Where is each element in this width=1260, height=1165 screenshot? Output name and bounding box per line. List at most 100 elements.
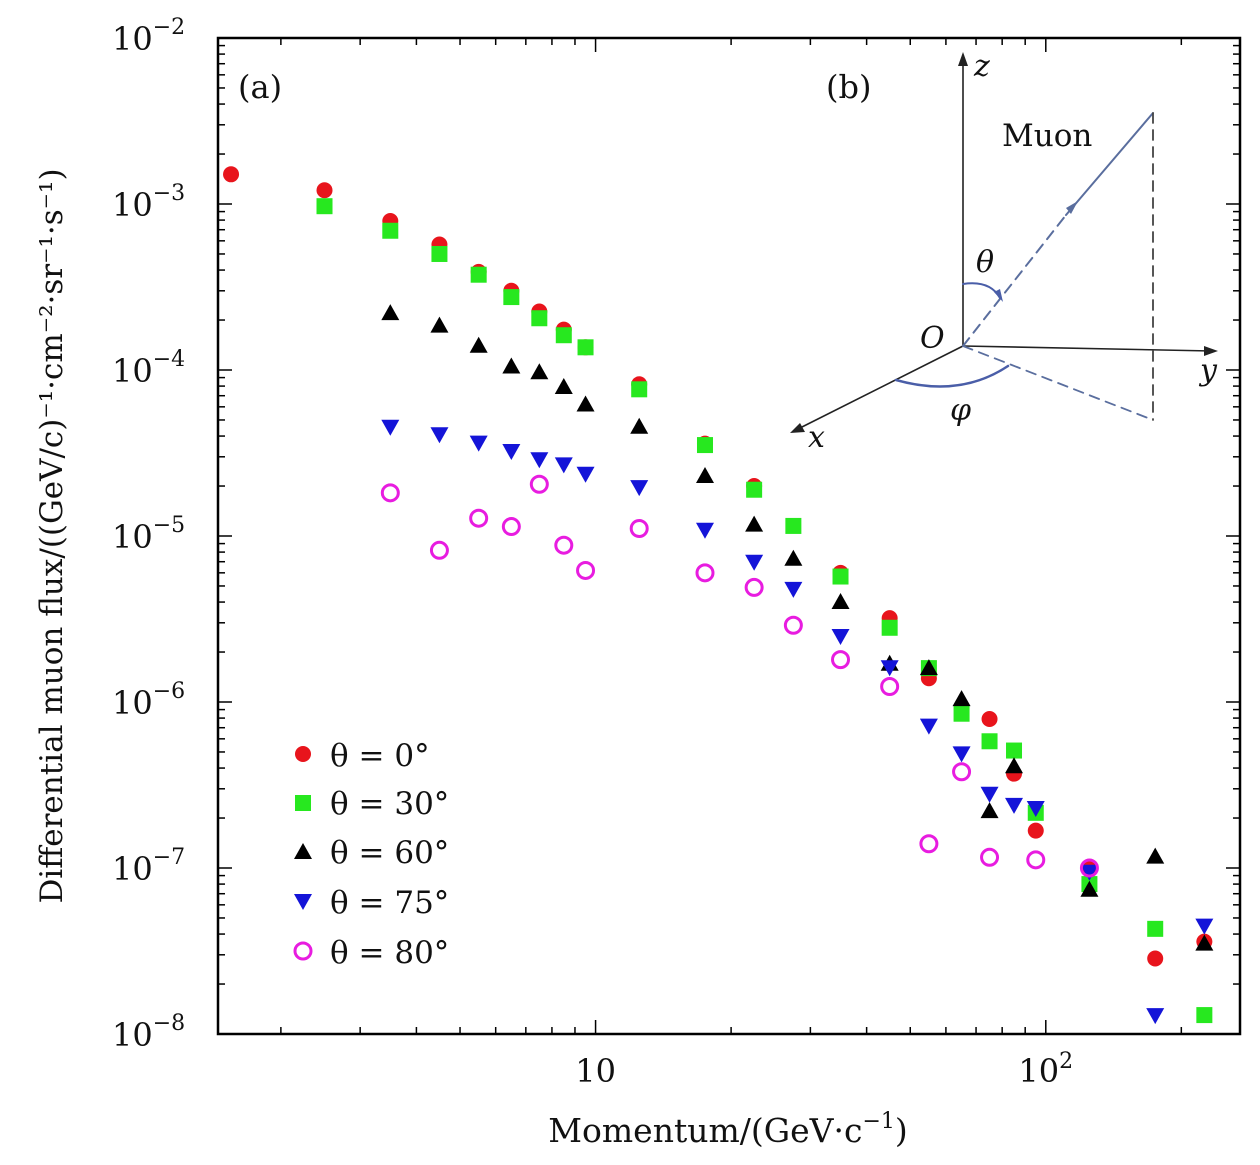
data-point-s1-6 — [555, 327, 572, 344]
inset-diagram: z y x O Muon θ φ — [790, 49, 1218, 455]
inset-x-label: x — [808, 420, 825, 455]
data-point-s4-0 — [380, 483, 400, 503]
data-point-s1-0 — [316, 198, 333, 215]
data-point-s3-18 — [1080, 864, 1099, 881]
data-point-s3-1 — [430, 427, 449, 444]
legend-label-theta-30: θ = 30° — [330, 786, 449, 822]
data-point-s3-0 — [381, 419, 400, 436]
data-point-s2-16 — [1005, 757, 1024, 774]
data-point-s2-9 — [745, 515, 764, 532]
data-point-s3-14 — [952, 746, 971, 763]
data-point-s2-0 — [381, 304, 400, 321]
series-2 — [381, 304, 1214, 951]
data-point-s4-5 — [554, 535, 574, 555]
inset-muon-label: Muon — [1002, 118, 1092, 154]
x-tick-label-0: 10 — [575, 1052, 616, 1090]
y-tick-label-4: 10−6 — [112, 679, 185, 722]
y-tick-label-0: 10−2 — [112, 15, 185, 58]
legend-label-theta-75: θ = 75° — [330, 885, 449, 921]
data-point-s4-3 — [501, 517, 521, 537]
inset-theta-arrowhead — [994, 289, 1003, 302]
data-point-s3-10 — [784, 581, 803, 598]
data-point-s1-7 — [577, 339, 594, 356]
data-point-s4-15 — [980, 847, 1000, 867]
data-point-s1-9 — [696, 437, 713, 454]
data-point-s1-15 — [953, 705, 970, 722]
data-point-s3-4 — [530, 452, 549, 469]
data-point-s4-7 — [629, 518, 649, 538]
inset-phi-label: φ — [950, 393, 971, 428]
data-point-s4-10 — [783, 615, 803, 635]
series-3 — [381, 419, 1214, 1025]
data-point-s4-8 — [695, 563, 715, 583]
legend-marker-theta-80 — [293, 941, 313, 961]
data-point-s2-2 — [469, 336, 488, 353]
data-point-s3-7 — [630, 480, 649, 497]
data-point-s1-4 — [503, 289, 520, 306]
legend-marker-theta-0 — [295, 746, 311, 762]
data-point-s1-1 — [382, 222, 399, 239]
data-point-s1-5 — [531, 310, 548, 327]
data-point-s1-21 — [1196, 1007, 1213, 1024]
data-point-s4-17 — [1079, 858, 1099, 878]
legend-label-theta-60: θ = 60° — [330, 835, 449, 871]
inset-z-label: z — [973, 49, 990, 84]
data-point-s1-20 — [1147, 920, 1164, 937]
data-point-s2-17 — [1080, 880, 1099, 897]
legend-marker-theta-60 — [294, 843, 312, 859]
series-4 — [380, 474, 1099, 878]
inset-muon-arrowhead — [1066, 201, 1078, 214]
data-point-s2-14 — [952, 690, 971, 707]
inset-ground-projection — [962, 345, 1154, 421]
data-point-s2-5 — [554, 377, 573, 394]
inset-y-label: y — [1198, 353, 1218, 388]
y-tick-label-5: 10−7 — [112, 845, 185, 888]
data-point-s3-6 — [576, 466, 595, 483]
data-point-s2-11 — [831, 593, 850, 610]
data-point-s1-8 — [631, 381, 648, 398]
inset-y-axis — [962, 345, 1213, 352]
data-point-s4-4 — [529, 474, 549, 494]
data-point-s2-4 — [530, 363, 549, 380]
data-point-s4-11 — [831, 650, 851, 670]
y-tick-label-2: 10−4 — [112, 347, 185, 390]
inset-muon-track-dashed — [962, 214, 1067, 347]
data-point-s3-2 — [469, 435, 488, 452]
legend-label-theta-0: θ = 0° — [330, 738, 430, 774]
data-point-s0-19 — [1147, 950, 1164, 967]
inset-x-arrowhead — [790, 423, 805, 433]
inset-y-arrowhead — [1204, 346, 1218, 356]
x-axis-label: Momentum/(GeV·c−1) — [548, 1109, 908, 1150]
data-point-s0-0 — [223, 166, 240, 183]
data-point-s2-7 — [630, 417, 649, 434]
inset-z-arrowhead — [958, 52, 968, 66]
legend: θ = 0° θ = 30° θ = 60° θ = 75° θ = 80° — [293, 738, 449, 971]
data-point-s2-8 — [695, 466, 714, 483]
data-point-s1-13 — [881, 619, 898, 636]
data-layer — [223, 166, 1214, 1025]
data-point-s3-8 — [695, 522, 714, 539]
data-point-s3-19 — [1146, 1008, 1165, 1025]
data-point-s2-19 — [1195, 934, 1214, 951]
data-point-s4-12 — [880, 676, 900, 696]
data-point-s4-9 — [744, 577, 764, 597]
legend-marker-theta-75 — [294, 894, 312, 910]
data-point-s2-10 — [784, 549, 803, 566]
data-point-s0-1 — [316, 182, 333, 199]
inset-muon-track — [1065, 112, 1154, 216]
inset-origin-label: O — [920, 321, 945, 356]
data-point-s1-11 — [785, 517, 802, 534]
data-point-s3-17 — [1026, 800, 1045, 817]
plot-frame — [216, 36, 1242, 1036]
data-point-s3-3 — [502, 444, 521, 461]
y-tick-label-6: 10−8 — [112, 1011, 185, 1054]
data-point-s2-15 — [980, 802, 999, 819]
data-point-s2-6 — [576, 395, 595, 412]
data-point-s2-1 — [430, 316, 449, 333]
data-point-s1-10 — [746, 481, 763, 498]
data-point-s3-5 — [554, 457, 573, 474]
data-point-s1-12 — [832, 568, 849, 585]
data-point-s3-15 — [980, 786, 999, 803]
y-axis-label: Differential muon flux/((GeV/c)⁻¹·cm⁻²·s… — [34, 168, 70, 903]
